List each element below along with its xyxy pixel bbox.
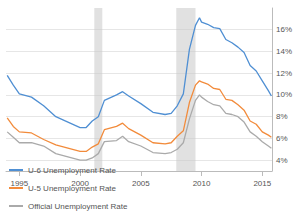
svg-text:10%: 10% <box>276 90 292 99</box>
svg-text:6%: 6% <box>276 134 288 143</box>
svg-text:16%: 16% <box>276 25 292 34</box>
svg-text:2005: 2005 <box>132 179 150 188</box>
svg-text:U-5 Unemployment Rate: U-5 Unemployment Rate <box>28 184 117 193</box>
svg-text:2010: 2010 <box>193 179 211 188</box>
svg-text:8%: 8% <box>276 112 288 121</box>
svg-text:1995: 1995 <box>10 179 28 188</box>
svg-text:4%: 4% <box>276 156 288 165</box>
svg-text:12%: 12% <box>276 69 292 78</box>
svg-text:U-6 Unemployment Rate: U-6 Unemployment Rate <box>28 166 117 175</box>
svg-text:Official Unemployment Rate: Official Unemployment Rate <box>28 202 128 211</box>
svg-text:14%: 14% <box>276 47 292 56</box>
svg-text:2015: 2015 <box>253 179 271 188</box>
